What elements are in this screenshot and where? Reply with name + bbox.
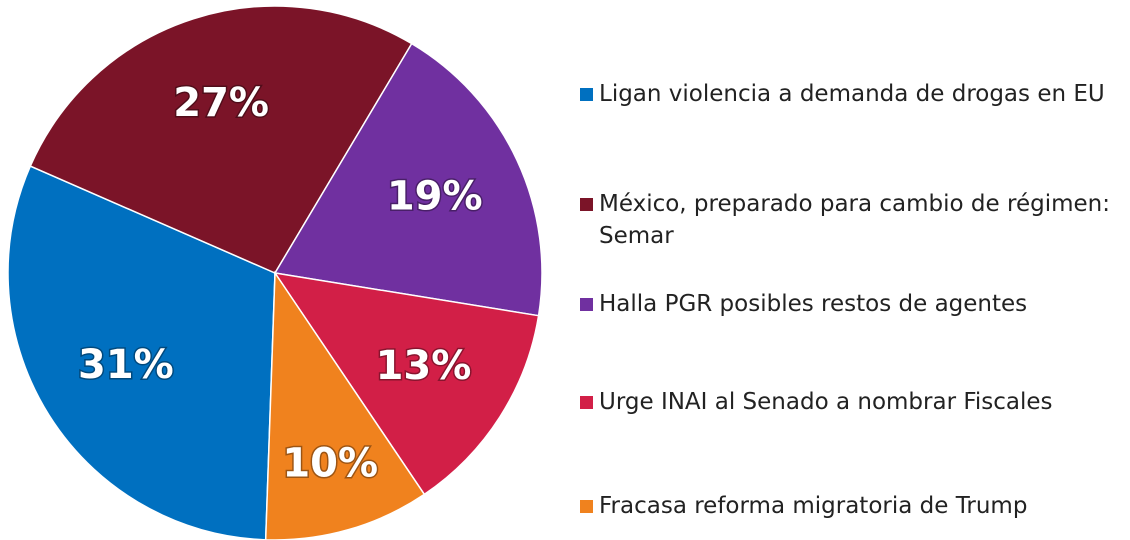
legend-label: Halla PGR posibles restos de agentes [599, 291, 1028, 317]
legend-item: Halla PGR posibles restos de agentes [580, 288, 1125, 320]
pie-chart: 31% 27% 19% 13% 10% [7, 5, 543, 540]
legend-swatch [580, 396, 593, 409]
pie-slice [7, 165, 276, 540]
slice-label: 13% [376, 343, 472, 389]
pie-slice [29, 5, 413, 274]
legend-label: Fracasa reforma migratoria de Trump [599, 493, 1028, 519]
pie-slice [273, 271, 540, 496]
legend-label: México, preparado para cambio de régimen… [599, 191, 1110, 249]
legend-swatch [580, 88, 593, 101]
slice-label: 19% [387, 174, 483, 220]
legend-swatch [580, 298, 593, 311]
legend-item: Fracasa reforma migratoria de Trump [580, 490, 1125, 522]
slice-label: 27% [173, 80, 269, 126]
legend-label: Ligan violencia a demanda de drogas en E… [599, 81, 1105, 107]
legend-label: Urge INAI al Senado a nombrar Fiscales [599, 389, 1053, 415]
legend-item: Ligan violencia a demanda de drogas en E… [580, 78, 1125, 110]
slice-label: 31% [78, 342, 174, 388]
legend-item: Urge INAI al Senado a nombrar Fiscales [580, 386, 1125, 418]
pie-slice [273, 42, 543, 317]
legend-item: México, preparado para cambio de régimen… [580, 188, 1125, 252]
slice-label: 10% [282, 440, 378, 486]
legend-swatch [580, 198, 593, 211]
legend-swatch [580, 500, 593, 513]
legend: Ligan violencia a demanda de drogas en E… [580, 0, 1125, 540]
